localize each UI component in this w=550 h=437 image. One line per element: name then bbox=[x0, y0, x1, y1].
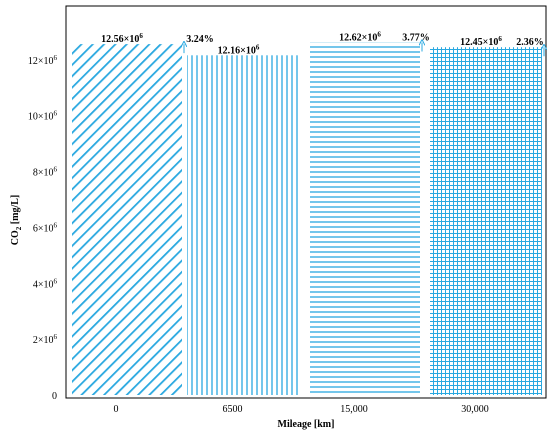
y-tick-mantissa: 4×10 bbox=[33, 279, 54, 290]
data-label: 12.62×106 bbox=[339, 30, 381, 43]
y-tick-exponent: 6 bbox=[54, 54, 58, 62]
y-tick-mantissa: 8×10 bbox=[33, 168, 54, 179]
bars bbox=[72, 42, 542, 396]
y-tick-label: 2×106 bbox=[33, 333, 58, 346]
x-tick-label: 6500 bbox=[223, 404, 243, 415]
y-axis-title-main: CO bbox=[10, 230, 21, 245]
y-tick-mantissa: 2×10 bbox=[33, 335, 54, 346]
y-tick-label: 10×106 bbox=[28, 110, 58, 123]
data-label-mantissa: 12.45×10 bbox=[460, 37, 498, 48]
y-tick-exponent: 6 bbox=[54, 221, 58, 229]
x-tick-label: 30,000 bbox=[461, 404, 489, 415]
y-tick-label: 12×106 bbox=[28, 54, 58, 67]
data-label-exponent: 6 bbox=[377, 30, 381, 38]
y-tick-exponent: 6 bbox=[54, 333, 58, 341]
y-tick-label: 6×106 bbox=[33, 221, 58, 234]
percent-label: 3.77% bbox=[402, 32, 430, 43]
y-axis-title-sub: 2 bbox=[15, 226, 23, 230]
data-label: 12.45×106 bbox=[460, 35, 502, 48]
data-label-exponent: 6 bbox=[498, 35, 502, 43]
bar-6500 bbox=[187, 55, 300, 396]
data-label-exponent: 6 bbox=[139, 32, 143, 40]
x-axis-title: Mileage [km] bbox=[278, 419, 335, 430]
x-tick-labels: 0 6500 15,000 30,000 bbox=[114, 404, 489, 415]
bar-15000 bbox=[310, 42, 420, 395]
y-tick-mantissa: 10×10 bbox=[28, 112, 54, 123]
y-tick-mantissa: 6×10 bbox=[33, 223, 54, 234]
y-axis-title: CO2 [mg/L] bbox=[10, 195, 23, 245]
y-tick-exponent: 6 bbox=[54, 110, 58, 118]
percent-label: 3.24% bbox=[186, 34, 214, 45]
percent-label: 2.36% bbox=[516, 37, 544, 48]
data-label-mantissa: 12.16×10 bbox=[218, 45, 256, 56]
bar-30000 bbox=[430, 47, 542, 395]
bar-0 bbox=[72, 44, 182, 395]
x-tick-label: 0 bbox=[114, 404, 119, 415]
y-axis-title-unit: [mg/L] bbox=[10, 195, 21, 227]
y-tick-mantissa: 0 bbox=[52, 391, 57, 402]
x-tick-label: 15,000 bbox=[340, 404, 368, 415]
y-tick-label: 0 bbox=[52, 391, 57, 402]
data-label-mantissa: 12.56×10 bbox=[101, 34, 139, 45]
data-label: 12.56×106 bbox=[101, 32, 143, 45]
data-label-exponent: 6 bbox=[256, 43, 260, 51]
data-label-mantissa: 12.62×10 bbox=[339, 32, 377, 43]
y-tick-exponent: 6 bbox=[54, 277, 58, 285]
y-tick-label: 8×106 bbox=[33, 166, 58, 179]
y-tick-label: 4×106 bbox=[33, 277, 58, 290]
plot-frame bbox=[65, 5, 547, 399]
data-label: 12.16×106 bbox=[218, 43, 260, 56]
y-tick-mantissa: 12×10 bbox=[28, 56, 54, 67]
y-tick-exponent: 6 bbox=[54, 166, 58, 174]
